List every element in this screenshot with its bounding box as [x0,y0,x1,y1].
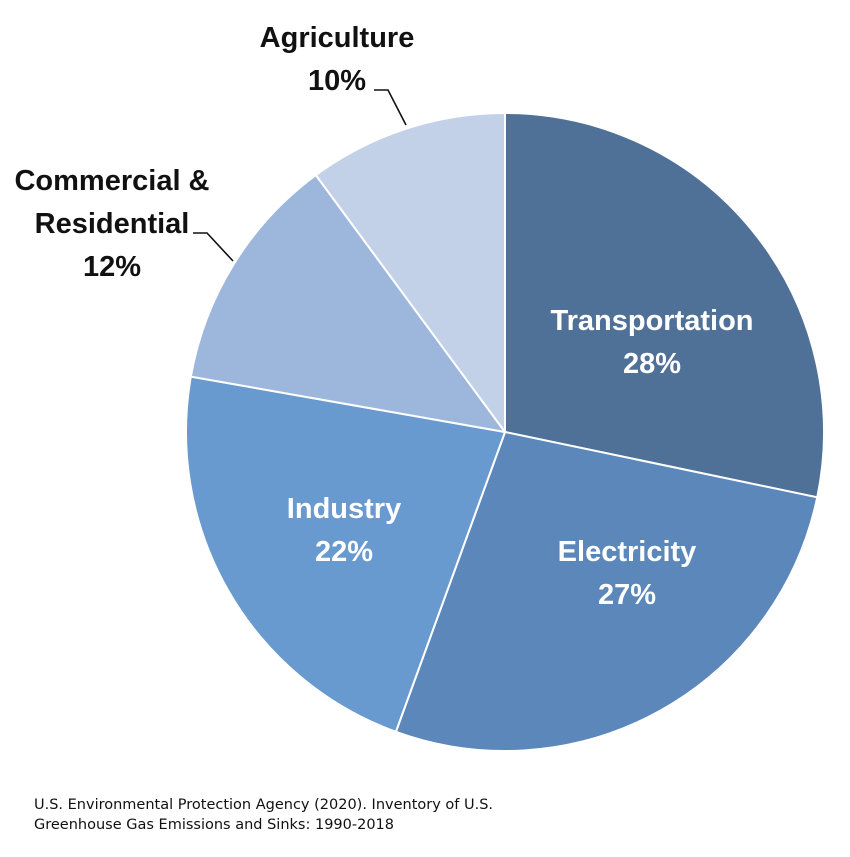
slice-label-transportation: Transportation [550,305,753,337]
pie-slice-agriculture [314,112,506,433]
slice-value-commercial-and-residential: 12% [83,251,141,283]
source-citation: U.S. Environmental Protection Agency (20… [34,795,594,835]
slice-value-electricity: 27% [598,579,656,611]
pie-chart: Transportation 28% Electricity 27% Industry 2… [14,22,825,752]
slice-value-industry: 22% [315,536,373,568]
slice-label-agriculture: Agriculture [260,22,415,54]
pie-slice-transportation [504,112,825,499]
leader-line-agriculture [374,89,407,126]
slice-label-commercial-and-residential-line-1: Commercial & [14,165,209,197]
slice-label-commercial-and-residential-line-2: Residential [35,208,190,240]
pie-slice-electricity [394,431,819,752]
pie-slice-industry [185,375,506,733]
leader-line-commercial-and-residential [193,232,234,262]
source-line-1: U.S. Environmental Protection Agency (20… [34,797,494,813]
slice-label-industry: Industry [287,493,401,525]
slice-value-transportation: 28% [623,348,681,380]
slice-label-electricity: Electricity [558,536,697,568]
pie-slice-commercial-and-residential [189,174,506,433]
slice-value-agriculture: 10% [308,65,366,97]
source-line-2: Greenhouse Gas Emissions and Sinks: 1990… [34,817,395,833]
